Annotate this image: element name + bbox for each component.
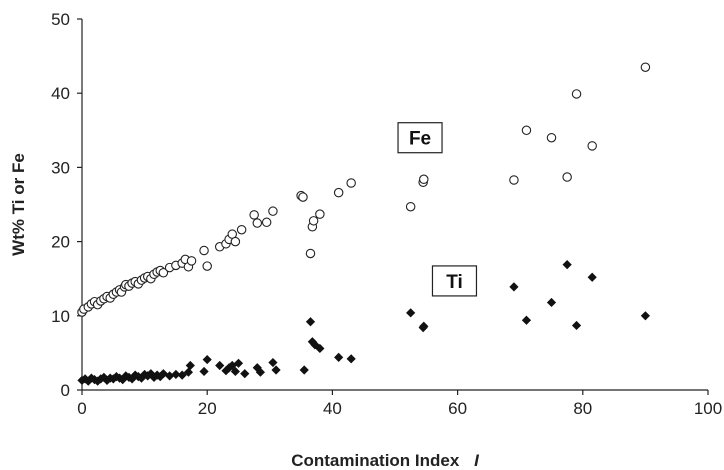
- ti-data-point: [177, 370, 187, 380]
- ti-data-point: [240, 369, 250, 379]
- ti-data-point: [199, 366, 209, 377]
- fe-data-point: [333, 187, 344, 198]
- fe-data-point: [405, 201, 416, 212]
- ti-data-point: [305, 317, 316, 327]
- ti-data-point: [252, 363, 262, 373]
- data-points: [77, 62, 651, 386]
- ti-data-point: [419, 321, 429, 331]
- fe-data-point: [640, 62, 651, 72]
- ti-data-point: [346, 354, 356, 364]
- series-label-box: [431, 265, 478, 297]
- fe-data-point: [249, 210, 259, 220]
- series-fe: [77, 62, 651, 317]
- series-label-ti: Ti: [431, 265, 478, 297]
- ti-data-point: [233, 358, 244, 368]
- fe-data-point: [571, 89, 582, 99]
- series-label-fe: Fe: [397, 122, 443, 154]
- fe-data-point: [230, 236, 241, 247]
- ti-data-point: [215, 360, 225, 371]
- ti-data-point: [202, 354, 212, 365]
- ti-data-point: [165, 371, 175, 381]
- axes: [81, 19, 708, 391]
- fe-data-point: [236, 224, 247, 235]
- y-tick-label: 40: [51, 84, 70, 103]
- y-tick-label: 30: [51, 158, 70, 177]
- x-tick-label: 0: [77, 399, 86, 418]
- x-tick-label: 60: [448, 399, 467, 418]
- series-label-text: Ti: [446, 272, 463, 293]
- x-axis-title: Contamination Index I: [291, 451, 480, 470]
- fe-data-point: [261, 217, 272, 228]
- x-axis-title-text: Contamination Index: [291, 451, 460, 470]
- ti-data-point: [146, 369, 156, 379]
- ti-data-point: [227, 360, 237, 371]
- ti-data-point: [307, 337, 317, 347]
- y-axis-ticks: 0 10 20 30 40 50: [51, 10, 82, 400]
- series-label-text: Fe: [409, 129, 431, 150]
- y-tick-label: 20: [51, 233, 70, 252]
- x-tick-label: 20: [198, 399, 217, 418]
- ti-data-point: [271, 365, 281, 375]
- ti-data-point: [587, 272, 597, 282]
- x-axis-title-symbol: I: [474, 451, 480, 470]
- fe-data-point: [298, 192, 308, 202]
- y-tick-label: 0: [61, 381, 70, 400]
- x-tick-label: 100: [694, 399, 722, 418]
- y-tick-label: 10: [51, 307, 70, 326]
- ti-data-point: [299, 365, 309, 375]
- fe-data-point: [315, 209, 325, 219]
- fe-data-point: [546, 132, 557, 143]
- y-axis-title: Wt% Ti or Fe: [9, 153, 28, 256]
- ti-data-point: [334, 352, 344, 362]
- ti-data-point: [143, 371, 153, 381]
- ti-data-point: [121, 371, 131, 381]
- ti-data-point: [255, 367, 266, 377]
- fe-data-point: [202, 261, 212, 271]
- fe-data-point: [268, 206, 278, 216]
- x-tick-label: 80: [573, 399, 592, 418]
- ti-data-point: [155, 372, 165, 382]
- fe-data-point: [305, 248, 316, 259]
- fe-data-point: [346, 178, 356, 188]
- ti-data-point: [99, 372, 109, 382]
- fe-data-point: [562, 172, 572, 182]
- ti-data-point: [140, 369, 150, 380]
- ti-data-point: [130, 370, 140, 380]
- ti-data-point: [268, 357, 278, 368]
- ti-data-point: [185, 360, 195, 371]
- ti-data-point: [406, 308, 416, 318]
- ti-data-point: [521, 315, 532, 325]
- ti-data-point: [230, 366, 240, 377]
- ti-data-point: [571, 320, 582, 331]
- fe-data-point: [419, 174, 429, 185]
- fe-data-point: [587, 141, 597, 151]
- series-labels: Fe Ti: [397, 122, 478, 297]
- series-label-box: [397, 122, 443, 154]
- ti-data-point: [310, 340, 320, 350]
- fe-data-point: [199, 245, 209, 256]
- ti-data-point: [86, 373, 96, 383]
- fe-data-point: [158, 268, 169, 278]
- ti-data-point: [546, 297, 557, 308]
- fe-data-point: [509, 175, 519, 185]
- series-ti: [77, 260, 650, 386]
- fe-data-point: [252, 218, 263, 228]
- x-axis-ticks: 0 20 40 60 80 100: [77, 390, 722, 418]
- fe-data-point: [521, 125, 532, 136]
- fe-data-point: [186, 256, 197, 266]
- ti-data-point: [562, 260, 572, 270]
- ti-data-point: [171, 369, 181, 380]
- x-tick-label: 40: [323, 399, 342, 418]
- ti-data-point: [315, 343, 325, 354]
- y-tick-label: 50: [51, 10, 70, 29]
- ti-data-point: [509, 282, 519, 292]
- fe-data-point: [308, 216, 319, 226]
- ti-data-point: [152, 370, 162, 380]
- ti-data-point: [640, 311, 650, 321]
- ti-data-point: [158, 369, 168, 379]
- ti-data-point: [183, 367, 194, 377]
